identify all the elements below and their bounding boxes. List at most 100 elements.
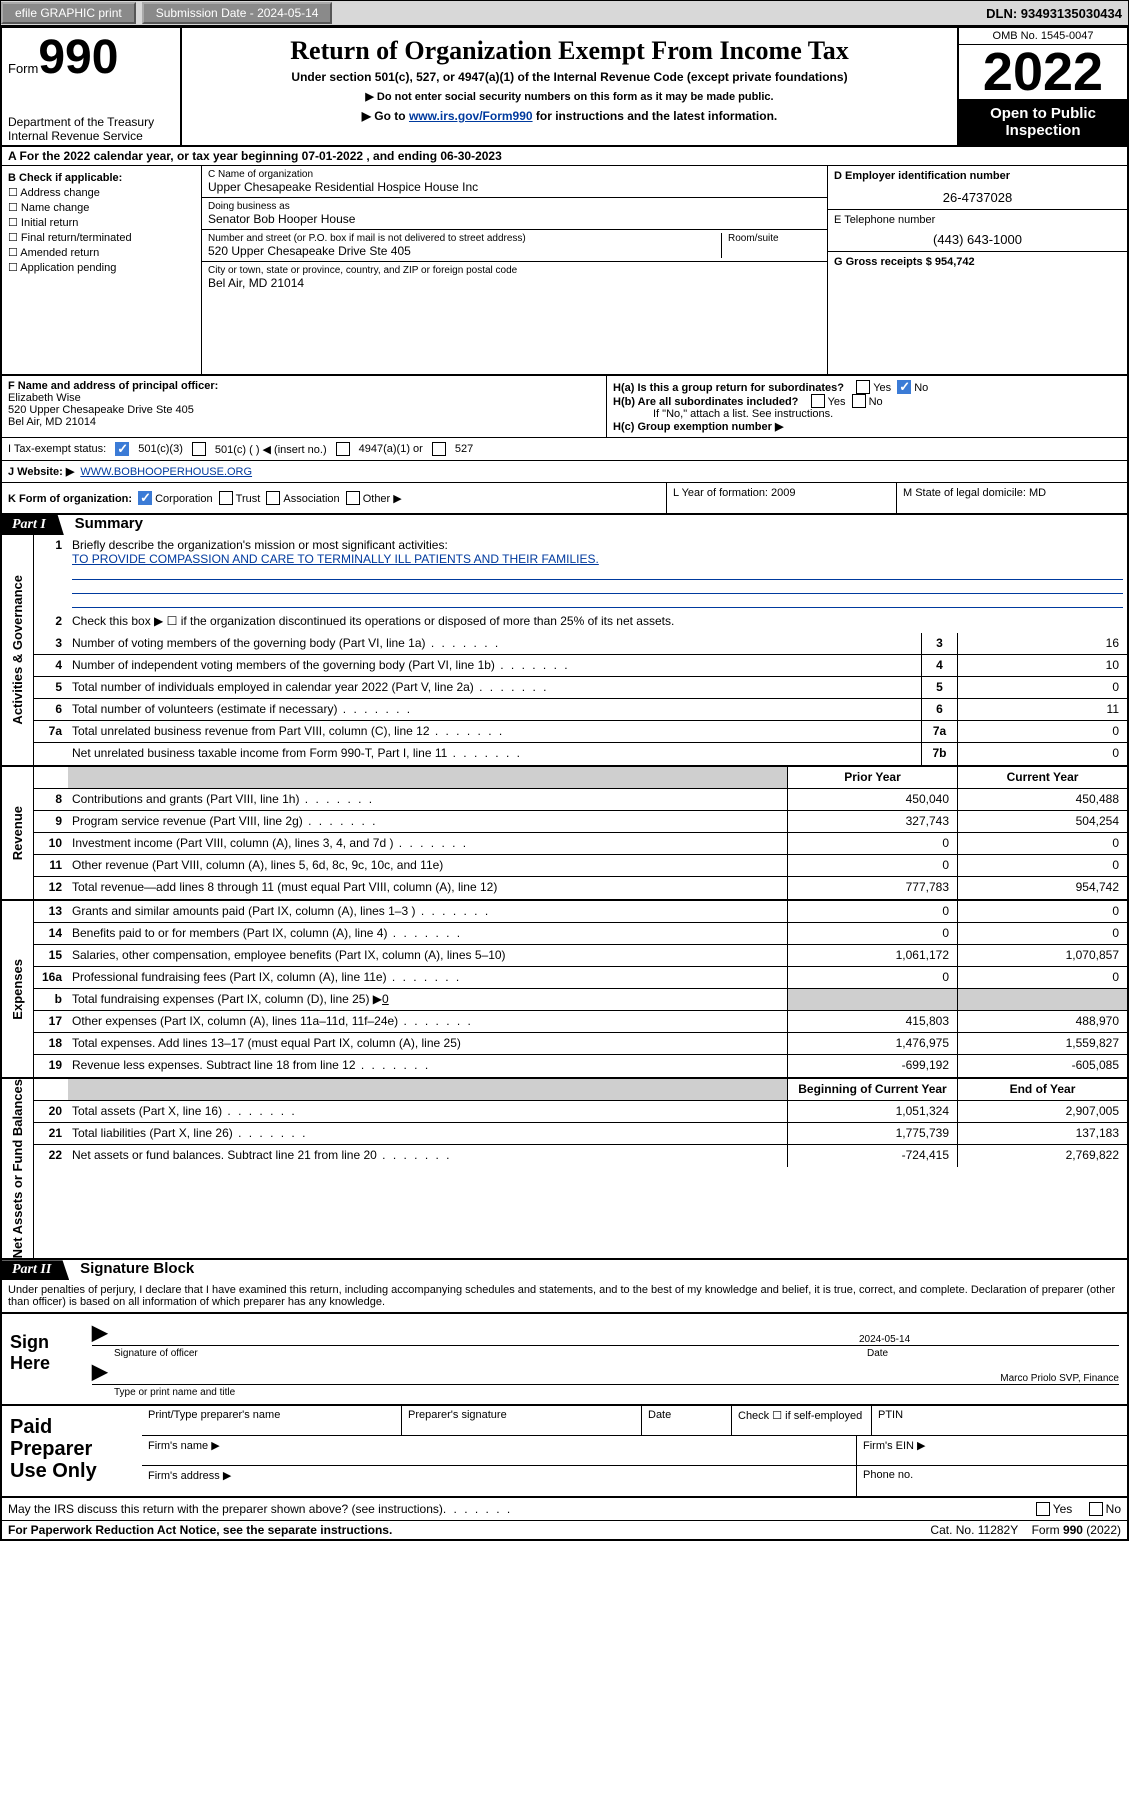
i-501c3-lbl: 501(c)(3) xyxy=(138,443,183,455)
part1-header: Part I Summary xyxy=(2,515,1127,535)
c-name-value: Upper Chesapeake Residential Hospice Hou… xyxy=(208,180,821,194)
check-b-column: B Check if applicable: ☐ Address change … xyxy=(2,166,202,374)
ha-no-checkbox[interactable] xyxy=(897,380,911,394)
room-label: Room/suite xyxy=(728,233,821,244)
line9-prior: 327,743 xyxy=(787,811,957,832)
net-assets-section: Net Assets or Fund Balances Beginning of… xyxy=(2,1079,1127,1260)
hb-no-checkbox[interactable] xyxy=(852,394,866,408)
line16b-num: b xyxy=(34,989,68,1010)
line8-num: 8 xyxy=(34,789,68,810)
chk-application-pending[interactable]: ☐ Application pending xyxy=(8,261,195,274)
line10-curr: 0 xyxy=(957,833,1127,854)
hb-note: If "No," attach a list. See instructions… xyxy=(613,408,1121,420)
l-year-formation: L Year of formation: 2009 xyxy=(667,483,897,513)
line7b-desc: Net unrelated business taxable income fr… xyxy=(68,743,921,765)
website-link[interactable]: WWW.BOBHOOPERHOUSE.ORG xyxy=(80,466,252,478)
officer-printed-name: Marco Priolo SVP, Finance xyxy=(1000,1373,1119,1384)
line8-desc: Contributions and grants (Part VIII, lin… xyxy=(68,789,787,810)
i-501c-checkbox[interactable] xyxy=(192,442,206,456)
part1-tab: Part I xyxy=(2,515,64,535)
line21-num: 21 xyxy=(34,1123,68,1144)
k-other-checkbox[interactable] xyxy=(346,491,360,505)
cat-no: Cat. No. 11282Y xyxy=(930,1523,1018,1537)
form-990-container: Form990 Department of the Treasury Inter… xyxy=(0,26,1129,1541)
i-501c3-checkbox[interactable] xyxy=(115,442,129,456)
firm-phone-lbl: Phone no. xyxy=(857,1466,1127,1496)
hb-no-lbl: No xyxy=(869,396,883,408)
chk-address-change[interactable]: ☐ Address change xyxy=(8,186,195,199)
discuss-no-lbl: No xyxy=(1106,1502,1121,1516)
d-ein-value: 26-4737028 xyxy=(834,190,1121,205)
chk-final-return[interactable]: ☐ Final return/terminated xyxy=(8,231,195,244)
form-subtitle: Under section 501(c), 527, or 4947(a)(1)… xyxy=(188,70,951,84)
line7b-num xyxy=(34,743,68,765)
submission-date-button[interactable]: Submission Date - 2024-05-14 xyxy=(142,2,333,24)
k-corp-checkbox[interactable] xyxy=(138,491,152,505)
line7a-desc: Total unrelated business revenue from Pa… xyxy=(68,721,921,742)
i-527-checkbox[interactable] xyxy=(432,442,446,456)
check-b-title: B Check if applicable: xyxy=(8,172,195,184)
form-num-big: 990 xyxy=(38,31,118,84)
i-527-lbl: 527 xyxy=(455,443,473,455)
form-word: Form xyxy=(8,61,38,76)
preparer-ptin-hdr: PTIN xyxy=(872,1406,1127,1435)
arrow-icon-2: ▶ xyxy=(92,1359,107,1384)
line18-num: 18 xyxy=(34,1033,68,1054)
chk-amended[interactable]: ☐ Amended return xyxy=(8,246,195,259)
hdr-beginning-year: Beginning of Current Year xyxy=(787,1079,957,1100)
ha-yes-checkbox[interactable] xyxy=(856,380,870,394)
line1-num: 1 xyxy=(34,535,68,611)
hdr-end-year: End of Year xyxy=(957,1079,1127,1100)
line6-num: 6 xyxy=(34,699,68,720)
line7a-num: 7a xyxy=(34,721,68,742)
row-i-tax-status: I Tax-exempt status: 501(c)(3) 501(c) ( … xyxy=(2,438,1127,461)
arrow-icon: ▶ xyxy=(92,1320,107,1345)
line18-desc: Total expenses. Add lines 13–17 (must eq… xyxy=(68,1033,787,1054)
chk-initial-return[interactable]: ☐ Initial return xyxy=(8,216,195,229)
hb-yes-checkbox[interactable] xyxy=(811,394,825,408)
k-corp-lbl: Corporation xyxy=(155,493,212,505)
e-phone-label: E Telephone number xyxy=(834,214,1121,226)
chk-name-change[interactable]: ☐ Name change xyxy=(8,201,195,214)
j-label: J Website: ▶ xyxy=(8,465,74,478)
dept-treasury: Department of the Treasury Internal Reve… xyxy=(8,115,174,143)
sig-date-lbl: Date xyxy=(867,1348,1127,1359)
irs-link[interactable]: www.irs.gov/Form990 xyxy=(409,109,533,123)
line17-num: 17 xyxy=(34,1011,68,1032)
identity-block: B Check if applicable: ☐ Address change … xyxy=(2,166,1127,376)
activities-governance-section: Activities & Governance 1 Briefly descri… xyxy=(2,535,1127,767)
line16a-prior: 0 xyxy=(787,967,957,988)
line13-curr: 0 xyxy=(957,901,1127,922)
line16a-num: 16a xyxy=(34,967,68,988)
row-a-tax-year: A For the 2022 calendar year, or tax yea… xyxy=(2,147,1127,166)
i-label: I Tax-exempt status: xyxy=(8,443,106,455)
line19-prior: -699,192 xyxy=(787,1055,957,1077)
k-trust-checkbox[interactable] xyxy=(219,491,233,505)
sig-officer-lbl: Signature of officer xyxy=(114,1348,198,1359)
hdr-current-year: Current Year xyxy=(957,767,1127,788)
k-assoc-lbl: Association xyxy=(283,493,339,505)
f-officer-name: Elizabeth Wise xyxy=(8,392,600,404)
expenses-section: Expenses 13Grants and similar amounts pa… xyxy=(2,901,1127,1079)
line18-prior: 1,476,975 xyxy=(787,1033,957,1054)
mission-link[interactable]: TO PROVIDE COMPASSION AND CARE TO TERMIN… xyxy=(72,552,599,566)
line11-curr: 0 xyxy=(957,855,1127,876)
line12-num: 12 xyxy=(34,877,68,899)
printed-name-lbl: Type or print name and title xyxy=(114,1387,1127,1398)
paid-preparer-title: Paid Preparer Use Only xyxy=(2,1406,142,1496)
line12-desc: Total revenue—add lines 8 through 11 (mu… xyxy=(68,877,787,899)
line14-desc: Benefits paid to or for members (Part IX… xyxy=(68,923,787,944)
hdr-prior-year: Prior Year xyxy=(787,767,957,788)
k-label: K Form of organization: xyxy=(8,493,132,505)
line21-prior: 1,775,739 xyxy=(787,1123,957,1144)
discuss-yes-checkbox[interactable] xyxy=(1036,1502,1050,1516)
efile-print-button[interactable]: efile GRAPHIC print xyxy=(1,2,136,24)
k-assoc-checkbox[interactable] xyxy=(266,491,280,505)
c-name-label: C Name of organization xyxy=(208,169,821,180)
m-state-domicile: M State of legal domicile: MD xyxy=(897,483,1127,513)
line7a-box: 7a xyxy=(921,721,957,742)
irs-discuss-row: May the IRS discuss this return with the… xyxy=(2,1498,1127,1520)
form-footer: Form 990 (2022) xyxy=(1032,1523,1121,1537)
discuss-no-checkbox[interactable] xyxy=(1089,1502,1103,1516)
i-4947-checkbox[interactable] xyxy=(336,442,350,456)
